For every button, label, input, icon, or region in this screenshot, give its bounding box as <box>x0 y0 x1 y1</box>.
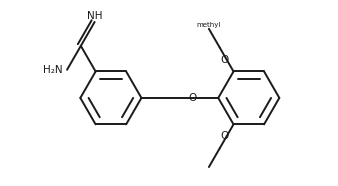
Text: O: O <box>220 131 229 141</box>
Text: O: O <box>189 93 197 103</box>
Text: methyl: methyl <box>197 22 221 28</box>
Text: O: O <box>220 54 229 65</box>
Text: H₂N: H₂N <box>44 65 63 75</box>
Text: NH: NH <box>87 11 102 20</box>
